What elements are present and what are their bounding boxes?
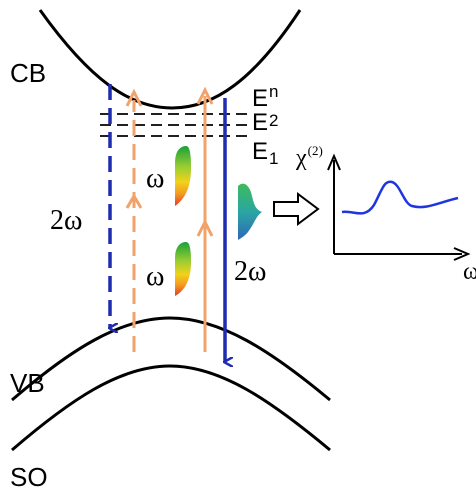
e1-label-sub: 1: [269, 149, 278, 168]
inset-y-axis-arrowhead: [327, 153, 341, 171]
upper-pulse-icon: [175, 146, 191, 206]
chi2-spectrum-curve: [341, 180, 459, 215]
chi2-axis-label-base: χ: [295, 145, 307, 171]
chi2-inset-plot: χ(2) ω: [295, 143, 476, 285]
two-omega-right-label: 2ω: [234, 256, 266, 287]
e2-label-base: E: [252, 109, 268, 136]
en-label: En: [252, 82, 278, 112]
omega-lower-label: ω: [146, 261, 164, 292]
en-label-sub: n: [269, 82, 278, 101]
lower-pulse-icon: [175, 242, 191, 296]
conduction-band-curve: [38, 9, 302, 110]
right-orange-solid-arrow: [196, 86, 214, 352]
inset-x-axis-arrowhead: [453, 247, 471, 261]
e1-label: E1: [252, 138, 278, 168]
en-label-base: E: [252, 85, 268, 112]
e2-label: E2: [252, 109, 278, 136]
chi2-axis-label-sup: (2): [308, 143, 323, 158]
left-orange-dashed-arrow: [125, 88, 143, 352]
e2-label-sub: 2: [269, 111, 278, 130]
vb-label: VB: [10, 368, 45, 398]
shg-pulse-icon: [238, 183, 262, 240]
so-label: SO: [10, 462, 48, 492]
hollow-right-arrow-icon: [273, 192, 320, 226]
two-omega-left-label: 2ω: [50, 205, 82, 236]
split-off-band-curve: [11, 364, 331, 452]
omega-axis-label: ω: [463, 259, 476, 285]
valence-band-curve: [11, 316, 331, 402]
omega-upper-label: ω: [146, 163, 164, 194]
e1-label-base: E: [252, 138, 268, 165]
cb-label: CB: [10, 58, 46, 88]
chi2-axis-label: χ(2): [295, 143, 323, 171]
